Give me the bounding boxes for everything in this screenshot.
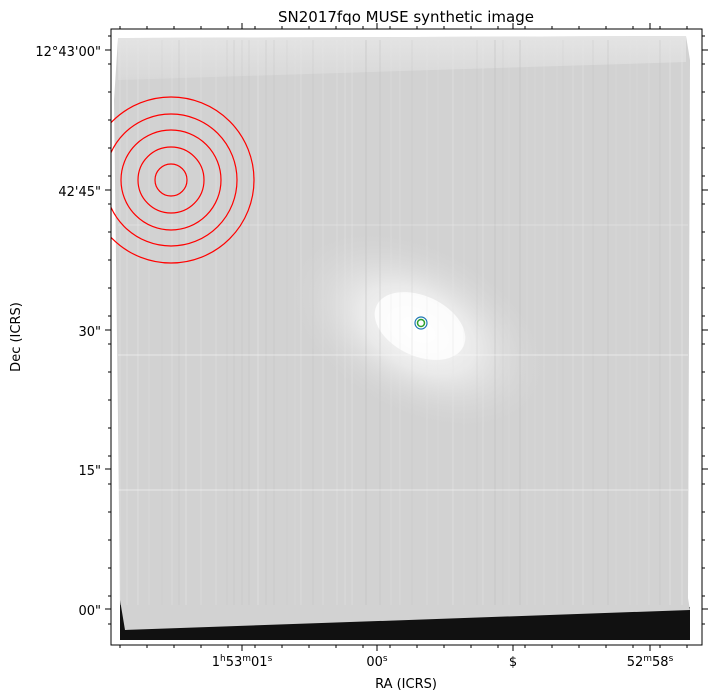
image-area [111,36,690,640]
y-tick-label: 30" [78,325,101,340]
y-tick-label: 12°43'00" [35,45,101,60]
x-tick-label: 52m58s [627,654,674,670]
y-tick-label: 00" [78,604,101,619]
sn-marker-inner [416,318,426,328]
y-tick-label: 42'45" [58,185,101,200]
detector-streaks [119,40,683,605]
horizontal-bands [118,224,688,491]
axes-frame [110,28,703,646]
y-tick-label: 15" [78,464,101,479]
x-tick-label: 00s [366,654,388,670]
sn-marker-outer [414,316,428,330]
concentric-red-circles [111,96,255,264]
y-axis-label: Dec (ICRS) [9,302,24,372]
x-tick-label: $ [509,655,517,670]
tick-marks [105,23,708,651]
red-circle-5 [111,96,255,264]
top-band [118,36,686,80]
x-axis-label: RA (ICRS) [375,677,437,692]
red-circle-4 [111,113,238,247]
red-circle-2 [137,146,205,214]
red-circle-3 [120,129,222,231]
x-tick-label: 1h53m01s [212,654,273,670]
sn-position-marker [414,316,428,330]
chart-title: SN2017fqo MUSE synthetic image [278,8,534,26]
red-circle-1 [154,163,188,197]
